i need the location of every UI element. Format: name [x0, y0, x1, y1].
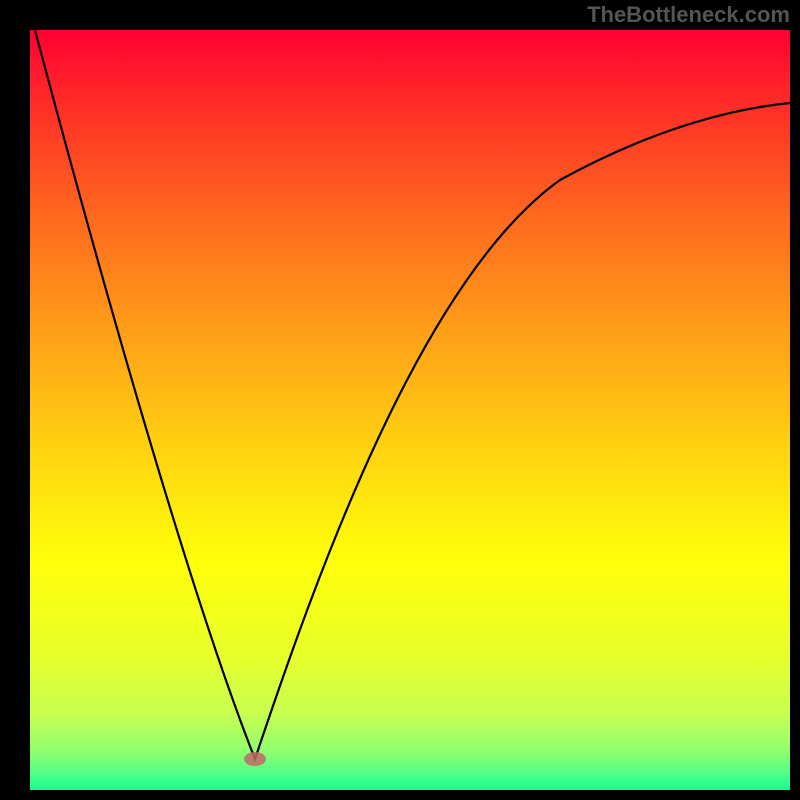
chart-container: TheBottleneck.com	[0, 0, 800, 800]
vertex-marker	[244, 752, 266, 766]
watermark-text: TheBottleneck.com	[587, 2, 790, 28]
chart-svg	[0, 0, 800, 800]
plot-area	[30, 30, 790, 790]
